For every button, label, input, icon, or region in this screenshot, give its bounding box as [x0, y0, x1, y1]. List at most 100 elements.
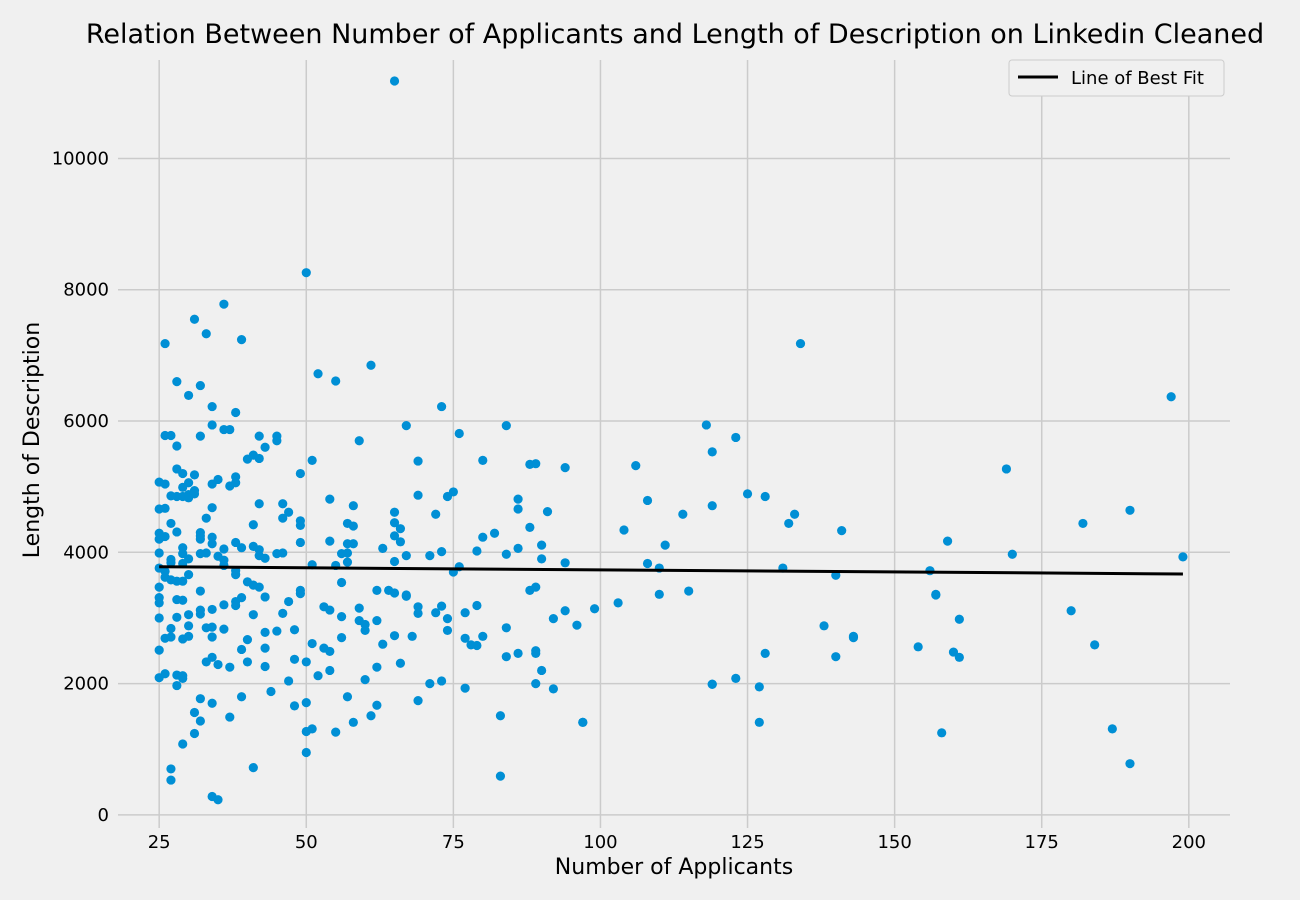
scatter-point	[184, 610, 194, 620]
scatter-point	[313, 369, 323, 379]
x-tick-label: 100	[583, 832, 617, 853]
scatter-point	[954, 614, 964, 624]
scatter-point	[201, 513, 211, 523]
scatter-point	[360, 675, 370, 685]
scatter-point	[272, 626, 282, 636]
scatter-point	[201, 329, 211, 339]
scatter-point	[707, 501, 717, 511]
scatter-point	[166, 764, 176, 774]
scatter-point	[413, 490, 423, 500]
scatter-point	[184, 631, 194, 641]
scatter-point	[754, 682, 764, 692]
scatter-point	[207, 503, 217, 513]
scatter-point	[784, 518, 794, 529]
scatter-point	[472, 600, 482, 611]
scatter-point	[195, 431, 205, 441]
scatter-point	[731, 673, 741, 683]
scatter-point	[219, 624, 229, 634]
scatter-point	[301, 268, 311, 278]
scatter-point	[207, 698, 217, 708]
scatter-point	[254, 550, 264, 561]
scatter-point	[389, 631, 400, 641]
scatter-point	[348, 717, 358, 727]
scatter-point	[336, 577, 347, 588]
scatter-point	[248, 763, 258, 773]
scatter-point	[442, 625, 453, 636]
scatter-point	[166, 430, 176, 441]
scatter-point	[437, 547, 447, 557]
scatter-point	[442, 614, 453, 624]
scatter-point	[254, 431, 264, 441]
scatter-point	[1107, 724, 1117, 734]
scatter-point	[342, 557, 353, 567]
scatter-point	[413, 602, 423, 612]
scatter-point	[184, 570, 194, 580]
scatter-point	[478, 455, 488, 466]
scatter-point	[395, 524, 406, 534]
scatter-point	[195, 586, 205, 596]
scatter-point	[531, 582, 541, 592]
scatter-point	[560, 463, 570, 473]
scatter-point	[284, 507, 294, 517]
scatter-point	[154, 582, 164, 592]
scatter-point	[219, 600, 229, 610]
scatter-point	[154, 645, 164, 655]
scatter-point	[442, 491, 453, 502]
scatter-point	[389, 76, 400, 86]
scatter-point	[501, 652, 511, 662]
scatter-point	[1007, 549, 1017, 559]
x-tick-label: 150	[877, 832, 911, 853]
grid-lines	[118, 60, 1230, 828]
scatter-point	[195, 716, 205, 726]
scatter-point	[207, 652, 217, 662]
scatter-point	[254, 499, 264, 509]
x-tick-label: 75	[442, 832, 465, 853]
x-tick-label: 50	[295, 832, 318, 853]
scatter-point	[166, 558, 176, 568]
x-tick-label: 25	[148, 832, 171, 853]
scatter-point	[437, 676, 447, 686]
scatter-point	[219, 299, 229, 309]
scatter-point	[389, 556, 400, 567]
scatter-point	[790, 509, 800, 519]
scatter-point	[166, 775, 176, 785]
scatter-point	[707, 679, 717, 689]
scatter-point	[195, 694, 205, 704]
scatter-point	[189, 489, 200, 499]
scatter-point	[572, 620, 582, 630]
scatter-point	[178, 482, 188, 492]
scatter-point	[760, 491, 770, 502]
scatter-point	[154, 598, 164, 608]
scatter-point	[184, 390, 194, 401]
scatter-point	[348, 539, 358, 549]
scatter-point	[413, 696, 423, 706]
scatter-point	[225, 662, 235, 672]
x-axis-label: Number of Applicants	[555, 855, 793, 880]
scatter-point	[301, 747, 311, 758]
scatter-point	[160, 503, 170, 513]
scatter-point	[537, 554, 547, 564]
scatter-point	[325, 605, 335, 615]
scatter-point	[225, 424, 235, 435]
scatter-point	[325, 536, 335, 546]
scatter-point	[401, 591, 411, 601]
scatter-point	[819, 621, 829, 631]
scatter-point	[560, 606, 570, 616]
scatter-point	[701, 420, 711, 430]
scatter-point	[501, 549, 511, 559]
scatter-point	[654, 589, 664, 599]
scatter-point	[336, 633, 347, 643]
scatter-point	[931, 590, 941, 600]
scatter-points	[154, 76, 1188, 805]
scatter-point	[189, 728, 200, 739]
scatter-point	[207, 479, 217, 489]
scatter-point	[1125, 505, 1135, 515]
scatter-point	[707, 447, 717, 457]
scatter-point	[307, 638, 317, 649]
scatter-point	[372, 700, 382, 710]
scatter-point	[513, 648, 523, 658]
scatter-point	[289, 701, 300, 711]
scatter-point	[254, 453, 264, 464]
